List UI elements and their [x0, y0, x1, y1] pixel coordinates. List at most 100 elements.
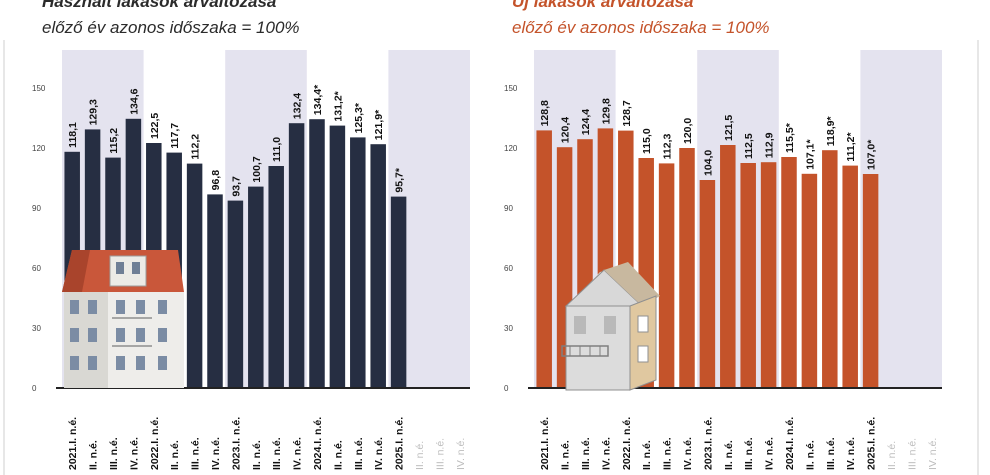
- y-tick-label: 60: [32, 264, 41, 273]
- x-tick-label: IV. n.é.: [455, 438, 467, 470]
- house-icon: [561, 262, 660, 391]
- data-label: 125,3*: [353, 102, 365, 133]
- data-label: 112,3: [662, 134, 674, 160]
- data-label: 128,7: [621, 100, 633, 126]
- data-label: 100,7: [251, 156, 263, 182]
- x-tick-label: IV. n.é.: [682, 437, 694, 470]
- x-tick-label: III. n.é.: [662, 437, 674, 470]
- x-tick-label: IV. n.é.: [600, 437, 612, 470]
- data-label: 115,2: [108, 128, 120, 154]
- bar: [822, 150, 838, 388]
- data-label: 117,7: [169, 123, 181, 149]
- bar: [740, 163, 756, 388]
- x-tick-label: 2023.I. n.é.: [702, 417, 714, 470]
- data-label: 115,0: [641, 128, 653, 154]
- bar: [679, 148, 695, 388]
- bar: [781, 157, 797, 388]
- x-tick-label: III. n.é.: [271, 437, 283, 470]
- y-tick-label: 0: [504, 384, 509, 393]
- data-label: 118,1: [67, 122, 79, 148]
- x-tick-label: III. n.é.: [825, 437, 837, 470]
- x-tick-label: II. n.é.: [641, 440, 653, 470]
- x-tick-label: III. n.é.: [434, 438, 446, 470]
- data-label: 112,9: [764, 132, 776, 158]
- bar: [658, 163, 675, 388]
- bar: [370, 144, 386, 388]
- x-tick-label: 2024.I. n.é.: [784, 417, 796, 470]
- bar: [842, 165, 858, 388]
- data-label: 120,0: [682, 118, 694, 144]
- data-label: 129,8: [600, 98, 612, 124]
- y-tick-label: 60: [504, 264, 513, 273]
- x-tick-label: II. n.é.: [169, 440, 181, 470]
- x-tick-label: 2025.I. n.é.: [866, 417, 878, 470]
- apartment-building-icon: [62, 250, 184, 388]
- data-label: 131,2*: [332, 90, 344, 121]
- data-label: 111,2*: [845, 131, 857, 161]
- x-tick-label: II. n.é.: [88, 440, 100, 470]
- x-tick-label: 2023.I. n.é.: [230, 417, 242, 470]
- x-tick-label: IV. n.é.: [373, 437, 385, 470]
- bar: [288, 123, 305, 388]
- bar: [268, 166, 284, 388]
- y-tick-label: 90: [32, 204, 41, 213]
- bar: [536, 130, 552, 388]
- x-tick-label: 2024.I. n.é.: [312, 417, 324, 470]
- y-tick-label: 150: [504, 84, 518, 93]
- data-label: 122,5: [149, 113, 161, 139]
- chart-panel-used: 118,1 129,3 115,2 134,6 122,5 117,7 112,2 96,8 9…: [32, 50, 470, 470]
- data-label: 107,0*: [866, 139, 878, 170]
- bar: [760, 162, 777, 388]
- data-label: 121,5: [723, 115, 735, 141]
- data-label: 104,0: [702, 150, 714, 176]
- x-tick-label: II. n.é.: [560, 440, 572, 470]
- data-label: 112,5: [743, 133, 755, 159]
- x-tick-label: III. n.é.: [353, 437, 365, 470]
- chart-title-used: Használt lakások árváltozása: [42, 0, 277, 11]
- x-tick-label: IV. n.é.: [927, 438, 939, 470]
- data-label: 111,0: [271, 137, 283, 162]
- x-tick-label: II. n.é.: [886, 441, 898, 470]
- y-tick-label: 30: [504, 324, 513, 333]
- data-label: 128,8: [539, 100, 551, 126]
- data-label: 134,6: [128, 88, 140, 114]
- data-label: 132,4: [292, 93, 304, 119]
- x-tick-label: 2022.I. n.é.: [149, 417, 161, 470]
- x-tick-label: IV. n.é.: [210, 437, 222, 470]
- bar: [699, 180, 716, 388]
- y-tick-label: 150: [32, 84, 46, 93]
- bar: [350, 137, 366, 388]
- x-tick-label: III. n.é.: [906, 438, 918, 470]
- x-tick-label: III. n.é.: [580, 437, 592, 470]
- chart-panel-new: 128,8 120,4 124,4 129,8 128,7 115,0 112,3 120,0…: [504, 50, 942, 470]
- y-tick-label: 90: [504, 204, 513, 213]
- bar: [329, 125, 346, 388]
- x-tick-label: III. n.é.: [190, 437, 202, 470]
- data-label: 129,3: [88, 99, 100, 125]
- x-tick-label: 2025.I. n.é.: [394, 417, 406, 470]
- x-tick-label: II. n.é.: [332, 440, 344, 470]
- data-label: 112,2: [190, 134, 202, 160]
- bar: [862, 174, 879, 388]
- bar: [227, 200, 244, 388]
- bar: [720, 145, 736, 388]
- bar: [309, 119, 325, 388]
- y-tick-label: 30: [32, 324, 41, 333]
- data-label: 124,4: [580, 109, 592, 135]
- data-label: 115,5*: [784, 122, 796, 153]
- data-label: 93,7: [230, 176, 242, 197]
- y-tick-label: 120: [504, 144, 518, 153]
- x-tick-label: III. n.é.: [743, 437, 755, 470]
- x-tick-label: IV. n.é.: [292, 437, 304, 470]
- chart-subtitle-new: előző év azonos időszaka = 100%: [512, 18, 770, 37]
- x-tick-label: II. n.é.: [414, 441, 426, 470]
- chart-subtitle-used: előző év azonos időszaka = 100%: [42, 18, 300, 37]
- x-tick-label: II. n.é.: [723, 440, 735, 470]
- bar: [207, 194, 223, 388]
- data-label: 134,4*: [312, 84, 324, 115]
- y-tick-label: 0: [32, 384, 37, 393]
- bar: [186, 163, 203, 388]
- data-label: 120,4: [560, 117, 572, 143]
- bar: [248, 186, 264, 388]
